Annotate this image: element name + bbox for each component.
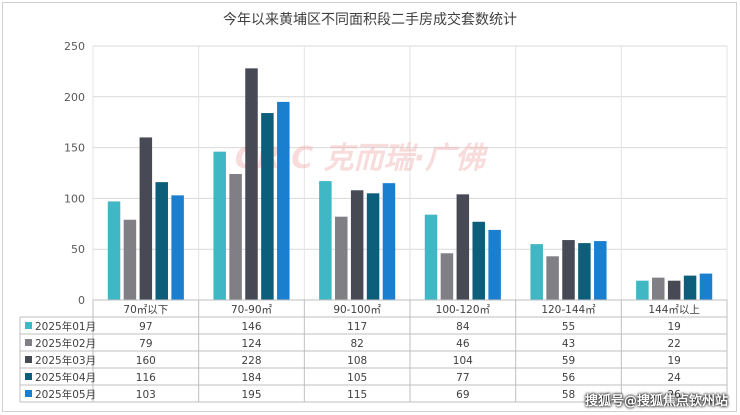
- table-cell: 228: [241, 355, 261, 367]
- bar: [424, 214, 438, 300]
- category-label: 144㎡以上: [648, 304, 700, 316]
- bar: [488, 229, 501, 300]
- table-cell: 59: [562, 355, 575, 367]
- bar: [530, 244, 543, 300]
- category-label: 70-90㎡: [231, 304, 273, 316]
- bar: [139, 137, 153, 300]
- table-cell: 55: [562, 321, 575, 333]
- bar: [440, 253, 454, 300]
- table-cell: 105: [347, 372, 367, 384]
- credit-watermark: 搜狐号@搜狐焦点钦州站: [584, 394, 728, 409]
- table-cell: 116: [136, 372, 156, 384]
- table-cell: 19: [667, 355, 680, 367]
- data-table: 70㎡以下 70-90㎡ 90-100㎡ 100-120㎡ 120-144㎡ 144㎡以上…: [19, 299, 728, 403]
- legend-label: 2025年02月: [35, 337, 96, 350]
- bar: [245, 68, 258, 301]
- table-cell: 124: [241, 338, 261, 350]
- bar: [335, 216, 348, 300]
- chart-title: 今年以来黄埔区不同面积段二手房成交套数统计: [223, 11, 517, 28]
- legend-label: 2025年01月: [35, 320, 96, 333]
- bar: [636, 280, 649, 300]
- bar: [261, 113, 274, 300]
- table-cell: 115: [347, 389, 367, 401]
- table-cell: 82: [350, 338, 363, 350]
- legend-swatch: [25, 339, 32, 346]
- bar: [699, 273, 713, 300]
- bar: [456, 194, 470, 300]
- bar: [562, 240, 575, 300]
- bar: [667, 280, 681, 300]
- legend-swatch: [25, 322, 32, 329]
- table-cell: 117: [347, 321, 367, 333]
- table-cell: 46: [456, 338, 470, 350]
- table-cell: 24: [667, 372, 681, 384]
- table-cell: 79: [139, 338, 152, 350]
- legend-label: 2025年03月: [35, 354, 96, 367]
- bar: [155, 182, 168, 300]
- table-cell: 84: [456, 321, 470, 333]
- y-tick-label: 150: [64, 142, 85, 155]
- y-tick-label: 100: [64, 192, 85, 205]
- bar: [594, 241, 607, 300]
- table-cell: 97: [139, 321, 152, 333]
- bar: [213, 151, 226, 300]
- table-cell: 184: [241, 372, 261, 384]
- category-label: 100-120㎡: [436, 304, 491, 316]
- table-cell: 195: [241, 389, 261, 401]
- table-cell: 19: [667, 321, 680, 333]
- legend-swatch: [25, 373, 32, 380]
- table-cell: 146: [241, 321, 261, 333]
- bar: [277, 101, 290, 300]
- table-cell: 103: [136, 389, 156, 401]
- bar: [319, 181, 332, 300]
- y-tick-label: 50: [71, 243, 85, 256]
- table-cell: 104: [453, 355, 473, 367]
- y-tick-label: 200: [64, 91, 85, 104]
- bar: [683, 275, 697, 300]
- table-cell: 26: [667, 389, 681, 401]
- y-tick-label: 250: [64, 40, 85, 53]
- category-label: 120-144㎡: [541, 304, 596, 316]
- bar: [652, 277, 665, 300]
- category-label: 70㎡以下: [123, 304, 168, 316]
- bar: [578, 243, 591, 300]
- legend-label: 2025年05月: [35, 388, 96, 401]
- table-cell: 77: [456, 372, 469, 384]
- table-cell: 58: [562, 389, 575, 401]
- bar: [472, 221, 485, 300]
- bar: [546, 256, 559, 300]
- legend-label: 2025年04月: [35, 371, 96, 384]
- y-tick-label: 0: [78, 294, 85, 307]
- bar: [366, 193, 380, 300]
- bar: [107, 201, 121, 300]
- table-cell: 69: [456, 389, 469, 401]
- bar: [350, 190, 364, 300]
- legend-swatch: [25, 356, 32, 363]
- table-cell: 160: [136, 355, 156, 367]
- bars: [107, 68, 713, 301]
- table-cell: 108: [347, 355, 367, 367]
- bar: [229, 174, 242, 300]
- bar: [171, 195, 184, 300]
- bar: [123, 219, 137, 300]
- legend-swatch: [25, 390, 32, 397]
- table-cell: 56: [562, 372, 576, 384]
- bar: [382, 183, 396, 300]
- category-label: 90-100㎡: [333, 304, 381, 316]
- table-cell: 22: [667, 338, 680, 350]
- table-cell: 43: [562, 338, 575, 350]
